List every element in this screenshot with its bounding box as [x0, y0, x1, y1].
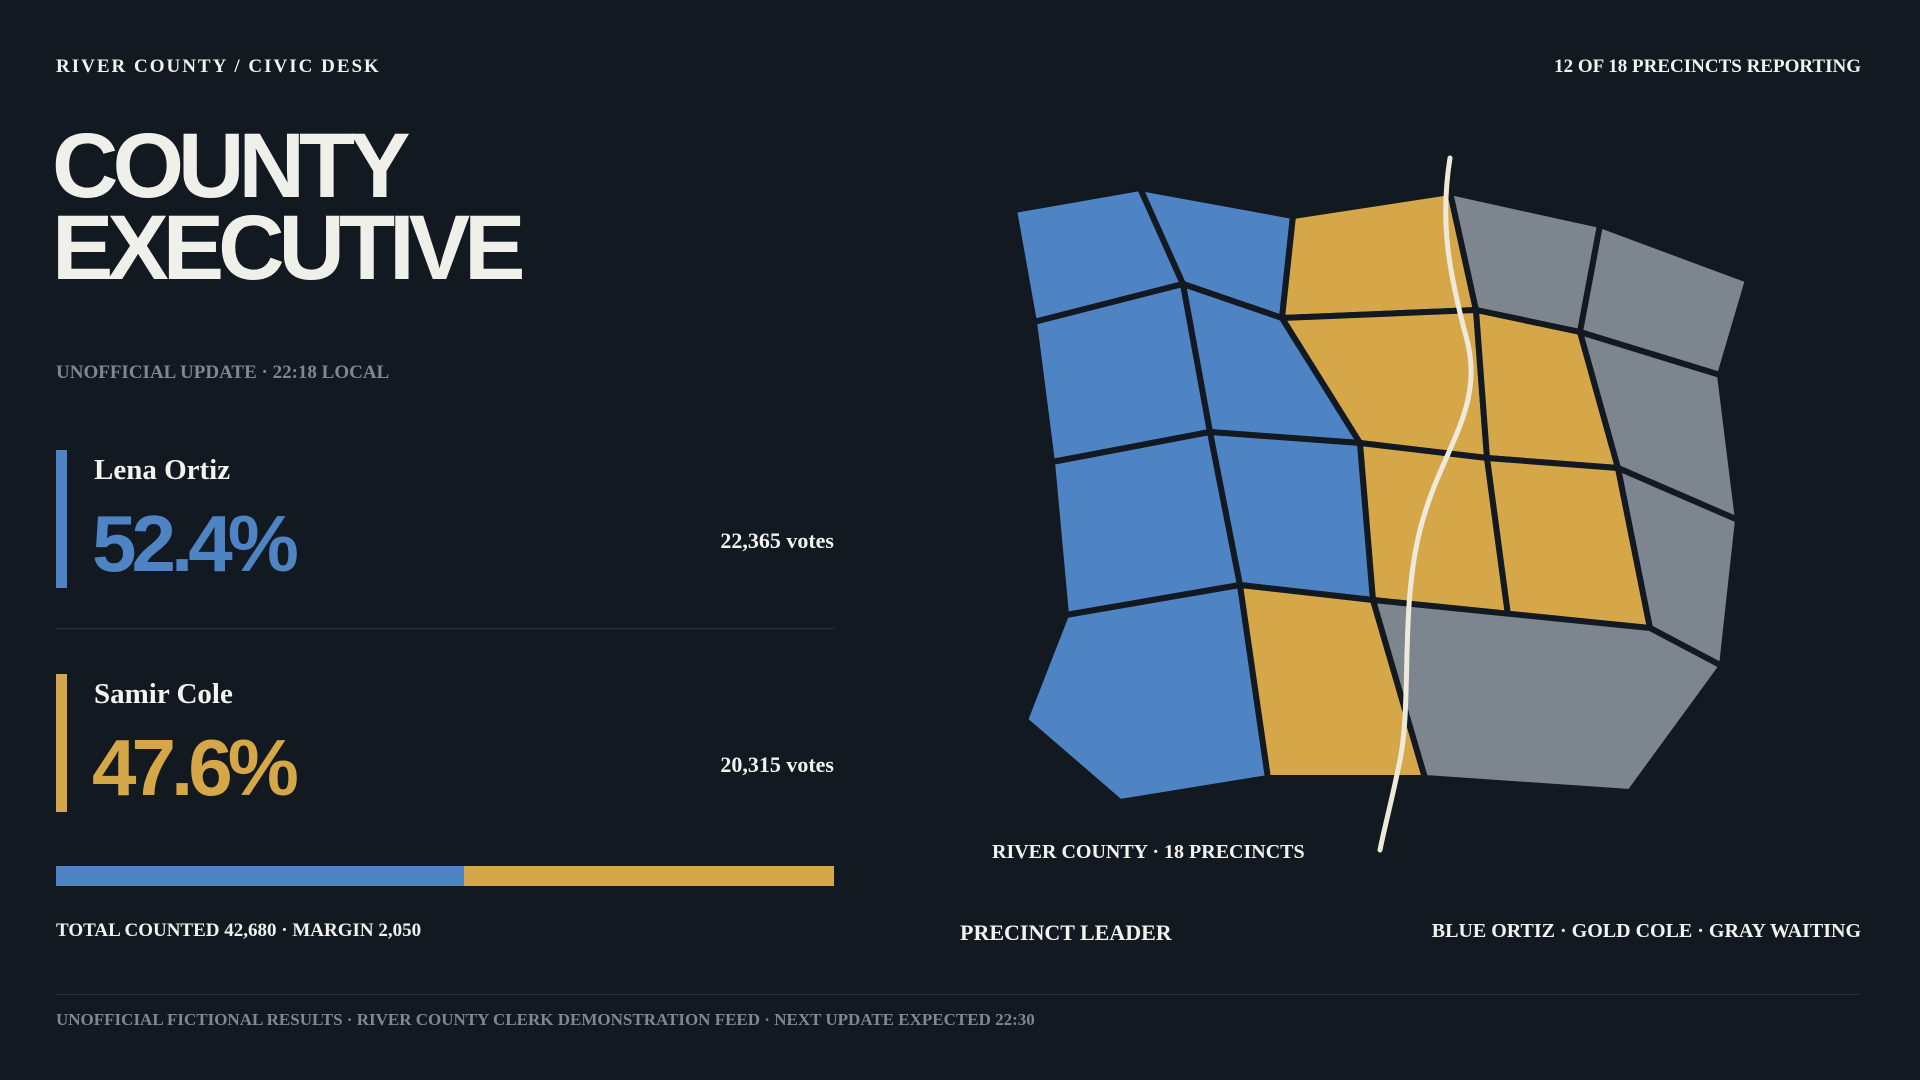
totals-margin: TOTAL COUNTED 42,680 · MARGIN 2,050 [56, 920, 422, 941]
footer-note: UNOFFICIAL FICTIONAL RESULTS · RIVER COU… [56, 1010, 1035, 1029]
page-title: COUNTY EXECUTIVE [52, 115, 525, 299]
candidate-color-bar [56, 450, 67, 588]
title-line-1: COUNTY [52, 115, 410, 217]
desk-eyebrow: RIVER COUNTY / CIVIC DESK [56, 56, 381, 77]
candidate-ortiz: Lena Ortiz 52.4% 22,365 votes [56, 450, 834, 588]
candidate-cole: Samir Cole 47.6% 20,315 votes [56, 674, 834, 812]
title-line-2: EXECUTIVE [52, 197, 525, 299]
county-precinct-map [1011, 155, 1751, 853]
candidate-percent: 52.4% [92, 499, 299, 588]
river-line [1377, 155, 1474, 853]
precincts-reporting: 12 OF 18 PRECINCTS REPORTING [1554, 56, 1861, 77]
vote-share-cole [463, 866, 834, 886]
candidate-name: Samir Cole [94, 678, 233, 710]
candidate-percent: 47.6% [92, 723, 299, 812]
vote-share-bar [56, 866, 834, 886]
precinct-18[interactable] [1370, 597, 1725, 795]
precinct-16[interactable] [1022, 582, 1271, 805]
update-timestamp: UNOFFICIAL UPDATE · 22:18 LOCAL [56, 362, 390, 383]
candidate-color-bar [56, 674, 67, 812]
footer-divider [56, 994, 1860, 995]
legend-title: PRECINCT LEADER [960, 920, 1172, 945]
candidate-votes: 22,365 votes [720, 528, 834, 553]
map-caption: RIVER COUNTY · 18 PRECINCTS [992, 841, 1305, 863]
candidate-votes: 20,315 votes [720, 752, 834, 777]
precinct-layer [1011, 185, 1751, 805]
vote-share-ortiz [56, 866, 464, 886]
candidate-divider [56, 628, 834, 629]
candidate-name: Lena Ortiz [94, 454, 231, 486]
legend-keys: BLUE ORTIZ · GOLD COLE · GRAY WAITING [1431, 920, 1861, 942]
